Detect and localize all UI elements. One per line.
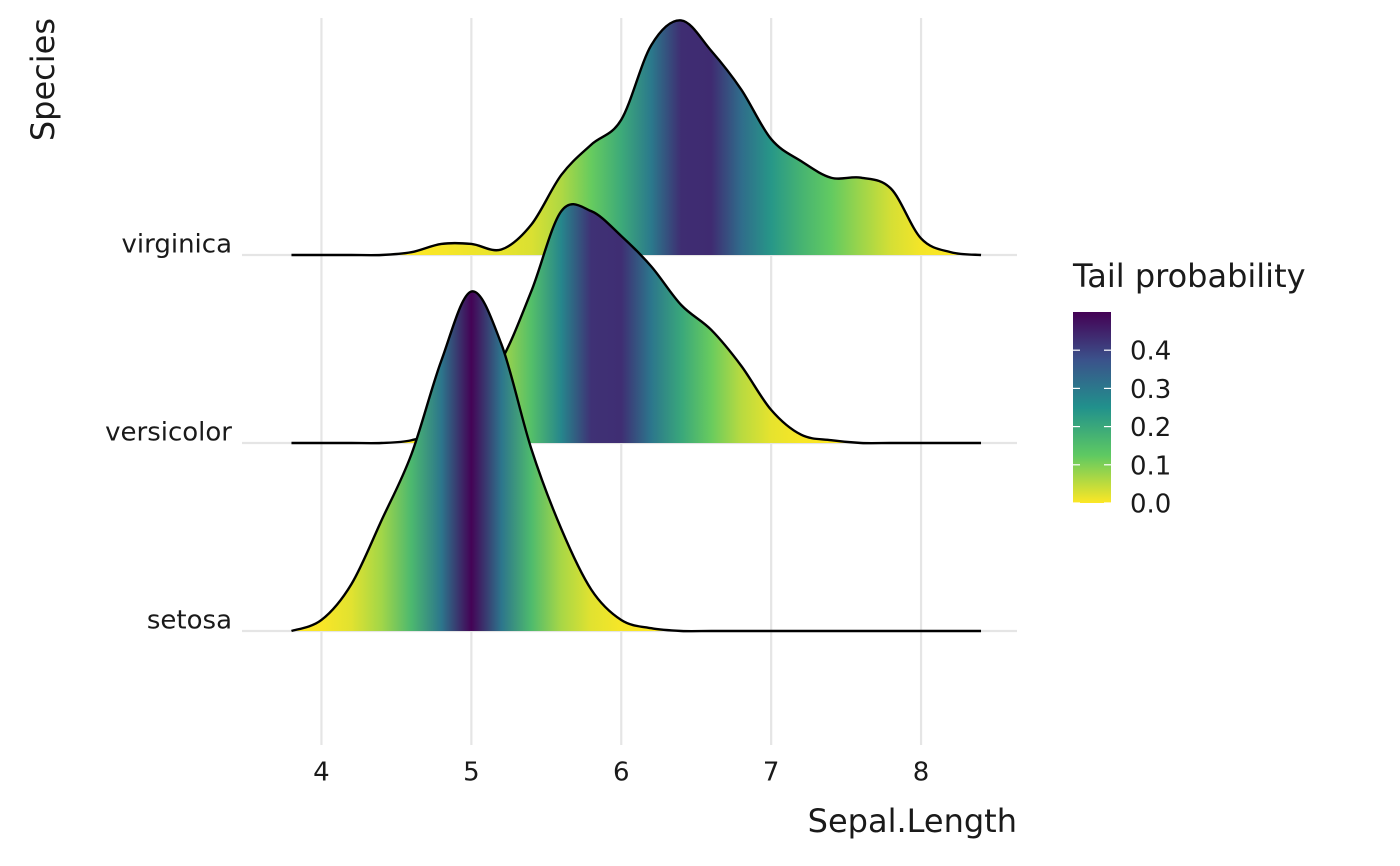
ridge-area [291,204,982,444]
ridge-area [291,291,982,632]
colorbar [1073,312,1111,503]
ridge-line [291,203,982,445]
ridge-area [291,20,982,256]
legend-tick-label: 0.4 [1130,337,1171,367]
legend-tick-label: 0.3 [1130,375,1171,405]
x-tick-label: 7 [763,758,780,788]
ridge-line [291,19,982,257]
y-axis-title: Species [24,18,62,141]
ridge-line [291,290,982,633]
y-tick-label: virginica [122,230,233,260]
legend-tick-label: 0.1 [1130,451,1171,481]
y-tick-label: setosa [147,606,232,636]
legend-tick-label: 0.0 [1130,490,1171,520]
legend-tick-label: 0.2 [1130,413,1171,443]
x-tick-label: 6 [613,758,630,788]
x-tick-label: 4 [313,758,330,788]
legend-title: Tail probability [1072,257,1306,295]
x-axis-title: Sepal.Length [808,802,1017,840]
x-tick-label: 8 [913,758,930,788]
x-tick-label: 5 [463,758,480,788]
y-tick-label: versicolor [105,418,232,448]
